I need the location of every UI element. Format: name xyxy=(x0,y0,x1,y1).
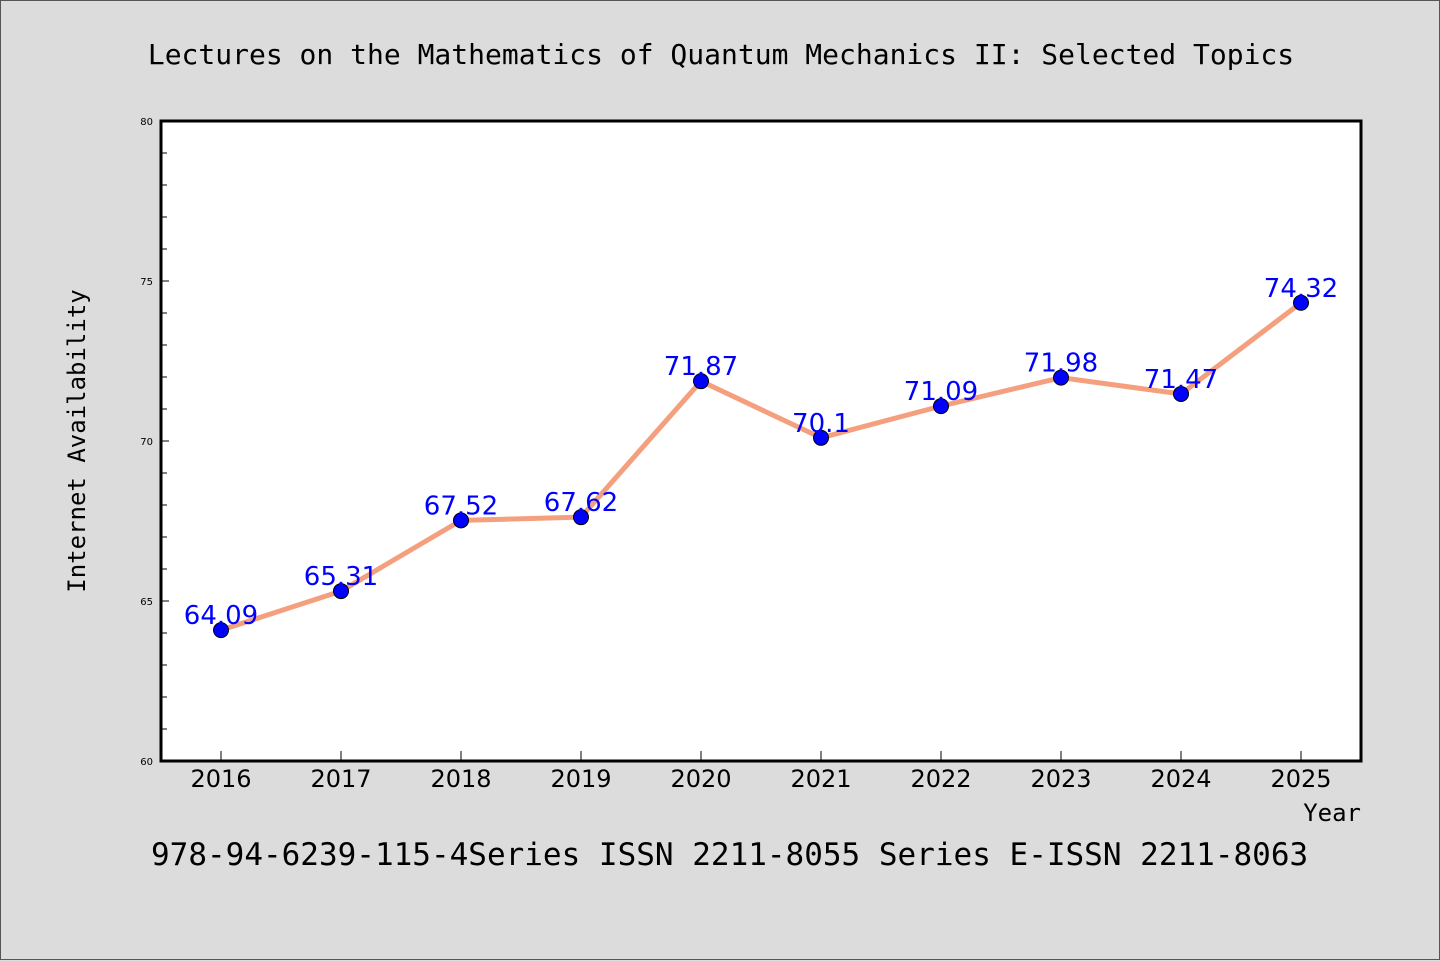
plot-area xyxy=(159,119,1363,763)
x-tick-label: 2023 xyxy=(1030,765,1091,793)
y-axis-label: Internet Availability xyxy=(63,289,91,592)
data-label: 65.31 xyxy=(304,562,378,592)
y-tick-label: 80 xyxy=(140,117,153,128)
series-polyline xyxy=(218,300,1304,633)
series-line xyxy=(218,300,1304,633)
x-axis-label: Year xyxy=(1303,799,1361,827)
data-point xyxy=(693,373,709,390)
data-label: 67.62 xyxy=(544,488,618,518)
x-tick-label: 2021 xyxy=(790,765,851,793)
y-tick-label: 75 xyxy=(140,277,153,288)
x-tick-label: 2025 xyxy=(1270,765,1331,793)
data-label: 67.52 xyxy=(424,491,498,521)
data-label: 70.1 xyxy=(792,409,850,439)
data-label: 74.32 xyxy=(1264,274,1338,304)
data-point xyxy=(1173,385,1189,402)
chart-title: Lectures on the Mathematics of Quantum M… xyxy=(148,38,1294,71)
x-tick-label: 2018 xyxy=(430,765,491,793)
y-tick-label: 60 xyxy=(140,757,153,768)
x-tick-label: 2017 xyxy=(310,765,371,793)
series-markers xyxy=(213,294,1309,639)
data-label: 71.09 xyxy=(904,377,978,407)
x-tick-label: 2020 xyxy=(670,765,731,793)
footer-text: 978-94-6239-115-4Series ISSN 2211-8055 S… xyxy=(151,837,1308,873)
data-point xyxy=(813,429,829,446)
y-tick-label: 65 xyxy=(140,597,153,608)
data-point xyxy=(933,398,949,415)
data-label: 71.98 xyxy=(1024,349,1098,379)
data-point xyxy=(573,509,589,526)
data-point xyxy=(1053,369,1069,386)
data-label: 64.09 xyxy=(184,601,258,631)
x-tick-label: 2016 xyxy=(190,765,251,793)
data-point xyxy=(453,512,469,529)
data-label: 71.87 xyxy=(664,352,738,382)
data-point xyxy=(213,622,229,639)
data-label: 71.47 xyxy=(1144,365,1218,395)
x-tick-label: 2024 xyxy=(1150,765,1211,793)
x-tick-label: 2022 xyxy=(910,765,971,793)
x-axis: 2016 2017 2018 2019 2020 2021 2022 2023 2024 2025 xyxy=(190,751,1332,793)
x-tick-label: 2019 xyxy=(550,765,611,793)
data-point xyxy=(1293,294,1309,311)
data-point xyxy=(333,583,349,600)
data-labels: 64.09 65.31 67.52 67.62 71.87 70.1 71.09 71.98 7… xyxy=(184,274,1338,631)
y-tick-label: 70 xyxy=(140,437,153,448)
y-axis: 60 65 70 75 80 xyxy=(140,117,169,768)
